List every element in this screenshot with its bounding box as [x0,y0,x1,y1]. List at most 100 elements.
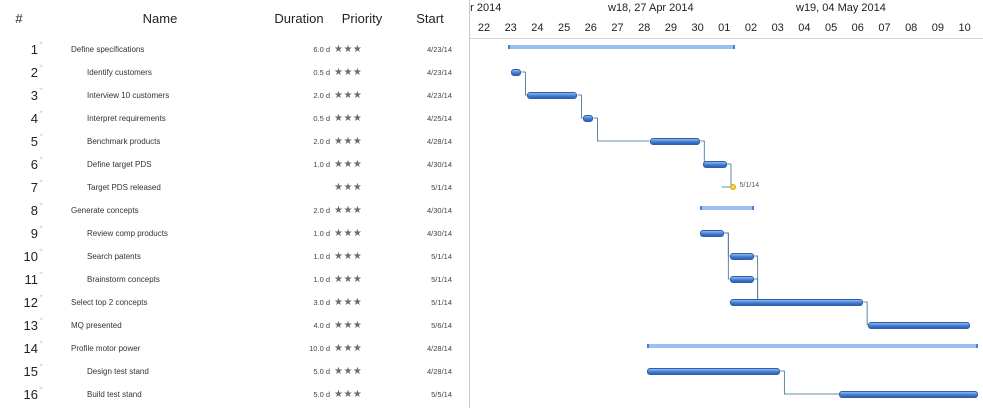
priority-stars[interactable]: ★★★ [334,343,363,354]
task-name[interactable]: Define target PDS [87,160,152,169]
priority-stars[interactable]: ★★★ [334,90,363,101]
task-name[interactable]: Generate concepts [71,206,139,215]
task-bar[interactable] [729,299,864,306]
milestone-marker[interactable] [729,184,736,190]
task-name[interactable]: Design test stand [87,367,149,376]
priority-stars[interactable]: ★★★ [334,297,363,308]
priority-stars[interactable]: ★★★ [334,205,363,216]
task-name[interactable]: Brainstorm concepts [87,275,160,284]
table-row[interactable]: 4 ⁺ Interpret requirements 0.5 d ★★★ 4/25/14 [0,107,470,130]
task-start-date[interactable]: 4/25/14 [426,114,452,123]
task-name[interactable]: Select top 2 concepts [71,298,148,307]
task-duration[interactable]: 1.0 d [313,252,330,261]
table-row[interactable]: 6 ⁺ Define target PDS 1.0 d ★★★ 4/30/14 [0,153,470,176]
task-start-date[interactable]: 4/30/14 [426,160,452,169]
column-header-duration[interactable]: Duration [274,11,324,26]
column-header-start[interactable]: Start [416,11,444,26]
table-row[interactable]: 12 ⁺ Select top 2 concepts 3.0 d ★★★ 5/1/14 [0,291,470,314]
table-row[interactable]: 3 ⁺ Interview 10 customers 2.0 d ★★★ 4/23/14 [0,84,470,107]
table-row[interactable]: 7 ⁺ Target PDS released ★★★ 5/1/14 [0,176,470,199]
task-name[interactable]: MQ presented [71,321,122,330]
priority-stars[interactable]: ★★★ [334,320,363,331]
table-row[interactable]: 15 ⁺ Design test stand 5.0 d ★★★ 4/28/14 [0,360,470,383]
task-duration[interactable]: 6.0 d [313,45,330,54]
table-row[interactable]: 5 ⁺ Benchmark products 2.0 d ★★★ 4/28/14 [0,130,470,153]
task-duration[interactable]: 3.0 d [313,298,330,307]
task-bar[interactable] [510,69,522,76]
priority-stars[interactable]: ★★★ [334,182,363,193]
task-start-date[interactable]: 5/5/14 [431,390,452,399]
task-name[interactable]: Search patents [87,252,141,261]
task-name[interactable]: Interpret requirements [87,114,166,123]
task-duration[interactable]: 5.0 d [313,367,330,376]
task-name[interactable]: Benchmark products [87,137,161,146]
priority-stars[interactable]: ★★★ [334,67,363,78]
task-duration[interactable]: 1.0 d [313,160,330,169]
priority-stars[interactable]: ★★★ [334,366,363,377]
task-start-date[interactable]: 4/30/14 [426,229,452,238]
priority-stars[interactable]: ★★★ [334,44,363,55]
task-duration[interactable]: 1.0 d [313,275,330,284]
task-bar[interactable] [526,92,578,99]
task-start-date[interactable]: 5/1/14 [431,183,452,192]
task-name[interactable]: Target PDS released [87,183,161,192]
task-duration[interactable]: 4.0 d [313,321,330,330]
priority-stars[interactable]: ★★★ [334,389,363,400]
task-duration[interactable]: 0.5 d [313,114,330,123]
priority-stars[interactable]: ★★★ [334,228,363,239]
table-row[interactable]: 14 ⁺ Profile motor power 10.0 d ★★★ 4/28/14 [0,337,470,360]
task-duration[interactable]: 2.0 d [313,206,330,215]
task-name[interactable]: Identify customers [87,68,152,77]
task-bar[interactable] [582,115,594,122]
task-start-date[interactable]: 4/28/14 [426,344,452,353]
task-start-date[interactable]: 5/1/14 [431,298,452,307]
priority-stars[interactable]: ★★★ [334,136,363,147]
task-start-date[interactable]: 4/23/14 [426,68,452,77]
task-duration[interactable]: 2.0 d [313,91,330,100]
table-row[interactable]: 2 ⁺ Identify customers 0.5 d ★★★ 4/23/14 [0,61,470,84]
task-bar[interactable] [700,230,725,237]
priority-stars[interactable]: ★★★ [334,274,363,285]
table-row[interactable]: 11 ⁺ Brainstorm concepts 1.0 d ★★★ 5/1/14 [0,268,470,291]
task-bar[interactable] [729,253,754,260]
task-start-date[interactable]: 4/28/14 [426,137,452,146]
column-header-name[interactable]: Name [142,11,178,26]
task-name[interactable]: Review comp products [87,229,168,238]
task-duration[interactable]: 2.0 d [313,137,330,146]
task-start-date[interactable]: 5/6/14 [431,321,452,330]
table-row[interactable]: 8 ⁺ Generate concepts 2.0 d ★★★ 4/30/14 [0,199,470,222]
task-bar[interactable] [646,368,781,375]
priority-stars[interactable]: ★★★ [334,251,363,262]
task-start-date[interactable]: 4/30/14 [426,206,452,215]
task-duration[interactable] [282,176,330,199]
task-duration[interactable]: 1.0 d [313,229,330,238]
summary-bar[interactable] [646,344,978,348]
priority-stars[interactable]: ★★★ [334,159,363,170]
summary-bar[interactable] [508,45,735,49]
table-row[interactable]: 13 ⁺ MQ presented 4.0 d ★★★ 5/6/14 [0,314,470,337]
task-bar[interactable] [702,161,727,168]
task-start-date[interactable]: 4/28/14 [426,367,452,376]
task-duration[interactable]: 10.0 d [309,344,330,353]
table-row[interactable]: 16 ⁺ Build test stand 5.0 d ★★★ 5/5/14 [0,383,470,406]
column-header-number[interactable]: # [15,11,23,26]
priority-stars[interactable]: ★★★ [334,113,363,124]
task-name[interactable]: Build test stand [87,390,142,399]
task-duration[interactable]: 5.0 d [313,390,330,399]
table-row[interactable]: 1 ⁺ Define specifications 6.0 d ★★★ 4/23/14 [0,38,470,61]
column-header-priority[interactable]: Priority [341,11,383,26]
task-name[interactable]: Define specifications [71,45,145,54]
table-row[interactable]: 9 ⁺ Review comp products 1.0 d ★★★ 4/30/14 [0,222,470,245]
summary-bar[interactable] [700,206,754,210]
task-bar[interactable] [729,276,754,283]
task-bar[interactable] [868,322,970,329]
task-start-date[interactable]: 4/23/14 [426,91,452,100]
task-bar[interactable] [649,138,701,145]
task-duration[interactable]: 0.5 d [313,68,330,77]
task-name[interactable]: Profile motor power [71,344,141,353]
task-start-date[interactable]: 5/1/14 [431,275,452,284]
task-bar[interactable] [839,391,978,398]
task-name[interactable]: Interview 10 customers [87,91,170,100]
task-start-date[interactable]: 5/1/14 [431,252,452,261]
table-row[interactable]: 10 ⁺ Search patents 1.0 d ★★★ 5/1/14 [0,245,470,268]
